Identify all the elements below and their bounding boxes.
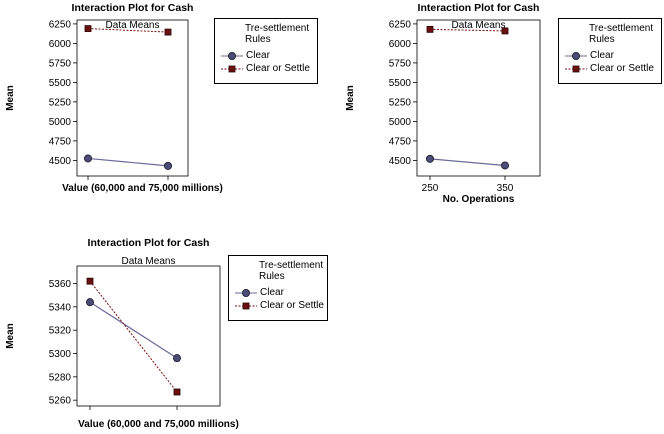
- legend-marker: [228, 65, 236, 72]
- y-tick-label: 5750: [389, 58, 412, 69]
- legend-label: Clear or Settle: [260, 300, 324, 311]
- legend-title: Tre-settlement Rules: [259, 260, 324, 282]
- y-tick-label: 5250: [389, 97, 412, 108]
- y-tick-label: 5000: [389, 117, 412, 128]
- y-tick-label: 5500: [49, 78, 72, 89]
- y-axis-label: Mean: [5, 85, 16, 111]
- y-tick-label: 5260: [49, 396, 72, 407]
- chart-title: Interaction Plot for Cash: [72, 2, 194, 14]
- series-clear-point: [426, 154, 435, 163]
- chart-panel-3: Interaction Plot for Cash Data Means 5260 5…: [0, 236, 239, 434]
- series-clear-line: [89, 301, 178, 359]
- series-clear-or-settle-point: [173, 388, 181, 396]
- legend-label: Clear: [260, 287, 284, 298]
- plot-frame: [76, 265, 221, 407]
- chart-2-plot: Interaction Plot for Cash Data Means 4500 4…: [345, 2, 541, 205]
- legend-title: Tre-settlement Rules: [245, 23, 310, 45]
- legend-marker: [228, 51, 236, 60]
- y-tick-label: 5340: [49, 302, 72, 313]
- y-tick-label: 5750: [49, 58, 72, 69]
- series-clear-point: [172, 354, 181, 363]
- series-clear-point: [86, 298, 95, 307]
- legend-item-clear: Clear: [235, 286, 284, 299]
- y-tick-label: 4750: [49, 136, 72, 147]
- x-tick-label: 250: [422, 183, 439, 194]
- y-tick-label: 4750: [389, 136, 412, 147]
- y-tick-label: 6250: [389, 19, 412, 30]
- chart-panel-1: Interaction Plot for Cash Data Means 4500 4…: [0, 0, 223, 205]
- series-clear-or-settle-point: [86, 277, 94, 285]
- plot-frame: [416, 19, 541, 177]
- chart-title: Interaction Plot for Cash: [88, 237, 210, 249]
- y-tick-label: 5300: [49, 349, 72, 360]
- series-clear-point: [163, 161, 172, 170]
- legend-marker: [572, 51, 580, 60]
- square-marker-icon: [565, 65, 587, 72]
- y-tick-label: 6000: [49, 39, 72, 50]
- legend-marker: [242, 288, 250, 297]
- series-clear-line: [87, 157, 169, 167]
- plot-frame: [76, 19, 189, 177]
- chart-subtitle: Data Means: [122, 256, 176, 267]
- series-clear-point: [500, 161, 509, 170]
- chart-1-plot: Interaction Plot for Cash Data Means 4500 4…: [5, 2, 223, 194]
- y-axis-label: Mean: [345, 85, 356, 111]
- chart-subtitle: Data Means: [452, 20, 506, 31]
- chart-3-plot: Interaction Plot for Cash Data Means 5260 5…: [5, 237, 239, 430]
- series-clear-or-settle-line: [89, 280, 178, 393]
- circle-marker-icon: [221, 51, 243, 60]
- legend-label: Clear: [246, 50, 270, 61]
- y-tick-label: 5500: [389, 78, 412, 89]
- y-tick-label: 5000: [49, 117, 72, 128]
- x-axis-label: Value (60,000 and 75,000 millions): [78, 419, 239, 430]
- series-clear-point: [84, 154, 93, 163]
- y-tick-label: 6000: [389, 39, 412, 50]
- series-clear-or-settle-point: [501, 27, 509, 35]
- y-tick-label: 5280: [49, 372, 72, 383]
- legend-title: Tre-settlement Rules: [589, 23, 654, 45]
- y-axis-label: Mean: [5, 323, 16, 349]
- legend-label: Clear: [590, 50, 614, 61]
- chart-panel-2: Interaction Plot for Cash Data Means 4500 4…: [340, 0, 555, 205]
- square-marker-icon: [235, 302, 257, 309]
- x-tick-label: 350: [497, 183, 514, 194]
- legend-marker: [572, 65, 580, 72]
- series-clear-or-settle-line: [87, 28, 169, 33]
- x-axis-label: Value (60,000 and 75,000 millions): [62, 183, 223, 194]
- y-tick-label: 4500: [49, 156, 72, 167]
- circle-marker-icon: [235, 288, 257, 297]
- series-clear-or-settle-point: [84, 25, 92, 32]
- circle-marker-icon: [565, 51, 587, 60]
- chart-subtitle: Data Means: [106, 20, 160, 31]
- chart-2-legend: Tre-settlement Rules Clear Clear or Settle: [558, 18, 662, 84]
- legend-item-clear: Clear: [221, 49, 270, 62]
- series-clear-line: [429, 158, 506, 167]
- y-tick-label: 6250: [49, 19, 72, 30]
- chart-1-legend: Tre-settlement Rules Clear Clear or Settle: [214, 18, 318, 84]
- y-tick-label: 5250: [49, 97, 72, 108]
- legend-label: Clear or Settle: [590, 63, 654, 74]
- legend-marker: [242, 302, 250, 309]
- series-clear-or-settle-point: [426, 25, 434, 33]
- square-marker-icon: [221, 65, 243, 72]
- series-clear-or-settle-point: [164, 28, 172, 36]
- legend-label: Clear or Settle: [246, 63, 310, 74]
- y-tick-label: 5360: [49, 279, 72, 290]
- x-axis-label: No. Operations: [443, 194, 515, 205]
- legend-item-clear-or-settle: Clear or Settle: [221, 62, 310, 75]
- legend-item-clear: Clear: [565, 49, 614, 62]
- y-tick-label: 5320: [49, 326, 72, 337]
- y-tick-label: 4500: [389, 156, 412, 167]
- legend-item-clear-or-settle: Clear or Settle: [235, 299, 324, 312]
- chart-title: Interaction Plot for Cash: [418, 2, 540, 14]
- chart-3-legend: Tre-settlement Rules Clear Clear or Settle: [228, 255, 328, 321]
- legend-item-clear-or-settle: Clear or Settle: [565, 62, 654, 75]
